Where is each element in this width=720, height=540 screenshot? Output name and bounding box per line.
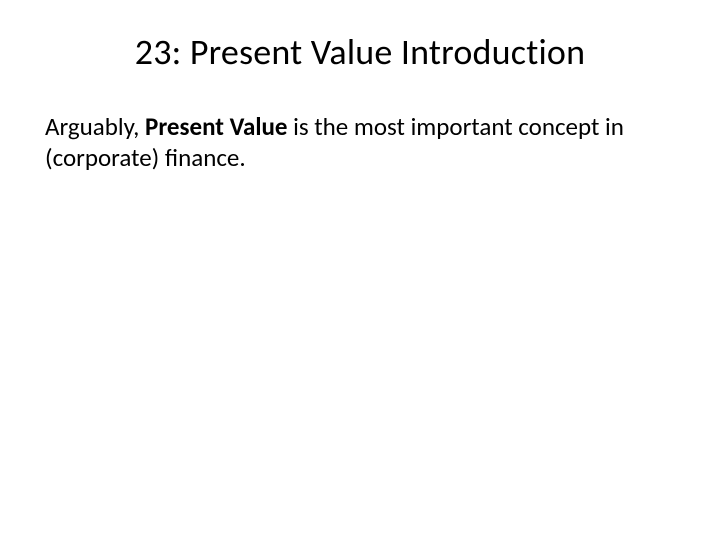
slide-body: Arguably, Present Value is the most impo… [45,112,675,173]
body-text-prefix: Arguably, [45,111,145,142]
body-text-bold: Present Value [145,111,287,142]
slide-container: 23: Present Value Introduction Arguably,… [0,0,720,540]
slide-title: 23: Present Value Introduction [45,30,675,74]
